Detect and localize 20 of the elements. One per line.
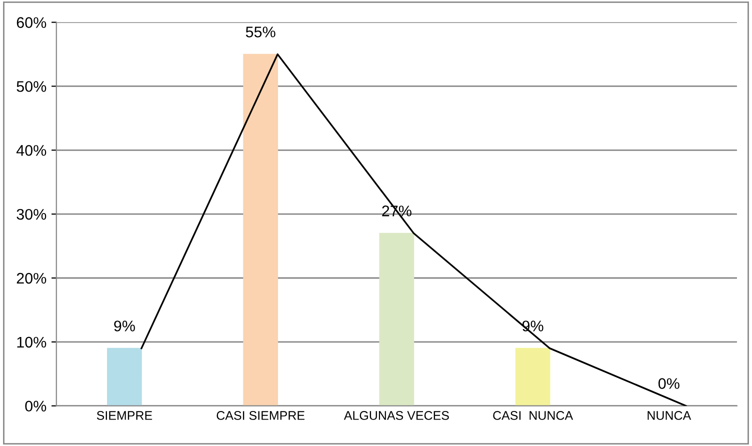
bar [379,232,414,406]
y-tick-label: 0% [25,400,46,412]
bar [515,348,550,406]
y-tick-label: 10% [17,336,46,348]
line-series [140,53,687,406]
y-tick-label: 50% [16,81,46,92]
x-tick-label: SIEMPRE [96,411,152,420]
bar [243,54,278,406]
x-tick-label: NUNCA [648,411,692,420]
x-tick-label: ALGUNAS VECES [344,411,449,420]
y-tick-label: 40% [16,145,46,156]
data-label: 9% [114,320,135,332]
data-label: 0% [658,378,680,389]
x-tick-label: CASI NUNCA [493,411,574,420]
y-tick-label: 30% [16,208,46,220]
y-tick-label: 60% [16,17,46,28]
y-tick-label: 20% [16,272,46,284]
data-label: 55% [246,26,276,38]
x-tick-label: CASI SIEMPRE [216,411,304,420]
bar [107,348,142,406]
